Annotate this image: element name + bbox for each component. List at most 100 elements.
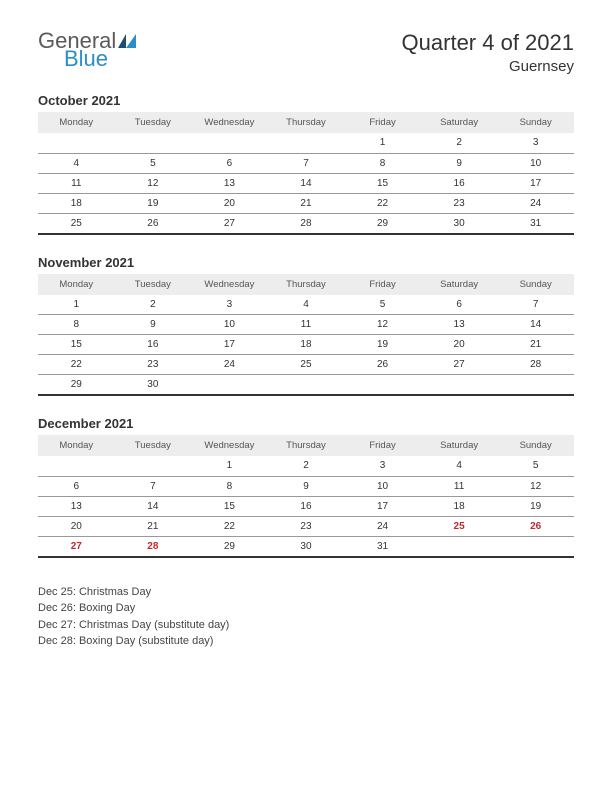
calendar-cell: 20 bbox=[191, 193, 268, 213]
calendar-cell bbox=[115, 456, 192, 476]
calendar-cell: 1 bbox=[38, 295, 115, 315]
calendar-cell: 2 bbox=[421, 133, 498, 153]
calendar-cell: 3 bbox=[344, 456, 421, 476]
calendar-cell: 8 bbox=[344, 153, 421, 173]
calendar-cell bbox=[497, 375, 574, 396]
month-title: October 2021 bbox=[38, 93, 574, 108]
header-right: Quarter 4 of 2021 Guernsey bbox=[402, 30, 574, 75]
calendar-cell: 13 bbox=[421, 315, 498, 335]
calendar-cell: 12 bbox=[115, 173, 192, 193]
weekday-header: Tuesday bbox=[115, 435, 192, 456]
calendar-cell: 4 bbox=[268, 295, 345, 315]
calendar-row: 2728293031 bbox=[38, 536, 574, 557]
calendar-cell: 9 bbox=[421, 153, 498, 173]
calendar-cell: 2 bbox=[115, 295, 192, 315]
calendar-cell: 23 bbox=[421, 193, 498, 213]
calendar-cell bbox=[191, 133, 268, 153]
calendar-row: 11121314151617 bbox=[38, 173, 574, 193]
calendar-cell: 16 bbox=[421, 173, 498, 193]
page-subtitle: Guernsey bbox=[402, 58, 574, 75]
weekday-header: Saturday bbox=[421, 274, 498, 295]
calendar-cell: 24 bbox=[344, 516, 421, 536]
calendar-cell: 21 bbox=[268, 193, 345, 213]
logo-icon bbox=[118, 30, 136, 52]
calendar-cell bbox=[421, 536, 498, 557]
calendar-cell: 30 bbox=[421, 213, 498, 234]
calendar-cell: 14 bbox=[497, 315, 574, 335]
calendar-cell: 6 bbox=[191, 153, 268, 173]
weekday-header: Monday bbox=[38, 112, 115, 133]
calendar-cell: 21 bbox=[497, 335, 574, 355]
calendar-cell: 22 bbox=[344, 193, 421, 213]
calendar-cell: 17 bbox=[344, 496, 421, 516]
calendar-table: MondayTuesdayWednesdayThursdayFridaySatu… bbox=[38, 274, 574, 397]
calendar-row: 6789101112 bbox=[38, 476, 574, 496]
calendar-row: 22232425262728 bbox=[38, 355, 574, 375]
holiday-entry: Dec 26: Boxing Day bbox=[38, 600, 574, 617]
calendar-cell: 1 bbox=[191, 456, 268, 476]
calendar-cell: 9 bbox=[115, 315, 192, 335]
calendar-cell: 7 bbox=[268, 153, 345, 173]
calendar-cell: 5 bbox=[344, 295, 421, 315]
calendar-cell: 14 bbox=[268, 173, 345, 193]
calendar-cell: 11 bbox=[421, 476, 498, 496]
calendar-cell: 29 bbox=[344, 213, 421, 234]
month-title: December 2021 bbox=[38, 416, 574, 431]
calendar-cell: 28 bbox=[268, 213, 345, 234]
calendar-cell: 23 bbox=[115, 355, 192, 375]
calendar-cell: 19 bbox=[344, 335, 421, 355]
calendar-cell: 29 bbox=[38, 375, 115, 396]
calendar-cell: 25 bbox=[421, 516, 498, 536]
weekday-header: Saturday bbox=[421, 435, 498, 456]
weekday-header: Wednesday bbox=[191, 435, 268, 456]
calendar-cell: 7 bbox=[115, 476, 192, 496]
calendar-cell: 14 bbox=[115, 496, 192, 516]
weekday-header: Wednesday bbox=[191, 112, 268, 133]
holiday-list: Dec 25: Christmas DayDec 26: Boxing DayD… bbox=[38, 584, 574, 650]
calendar-cell: 16 bbox=[268, 496, 345, 516]
calendar-cell: 17 bbox=[191, 335, 268, 355]
calendar-cell: 4 bbox=[38, 153, 115, 173]
calendar-cell: 17 bbox=[497, 173, 574, 193]
calendar-cell: 5 bbox=[115, 153, 192, 173]
logo-blue-text: Blue bbox=[64, 48, 108, 70]
calendar-cell: 24 bbox=[191, 355, 268, 375]
page-title: Quarter 4 of 2021 bbox=[402, 30, 574, 56]
calendar-table: MondayTuesdayWednesdayThursdayFridaySatu… bbox=[38, 435, 574, 558]
calendar-cell: 18 bbox=[268, 335, 345, 355]
weekday-header: Friday bbox=[344, 274, 421, 295]
calendar-cell: 20 bbox=[38, 516, 115, 536]
calendar-row: 25262728293031 bbox=[38, 213, 574, 234]
calendar-cell: 10 bbox=[191, 315, 268, 335]
calendar-cell: 25 bbox=[268, 355, 345, 375]
calendar-cell: 26 bbox=[115, 213, 192, 234]
holiday-entry: Dec 28: Boxing Day (substitute day) bbox=[38, 633, 574, 650]
calendar-cell: 22 bbox=[191, 516, 268, 536]
calendar-row: 15161718192021 bbox=[38, 335, 574, 355]
calendar-cell: 26 bbox=[344, 355, 421, 375]
calendar-row: 12345 bbox=[38, 456, 574, 476]
calendar-cell: 28 bbox=[497, 355, 574, 375]
weekday-header: Monday bbox=[38, 274, 115, 295]
calendar-row: 2930 bbox=[38, 375, 574, 396]
holiday-entry: Dec 27: Christmas Day (substitute day) bbox=[38, 617, 574, 634]
calendar-cell: 8 bbox=[191, 476, 268, 496]
calendar-cell: 24 bbox=[497, 193, 574, 213]
calendar-row: 1234567 bbox=[38, 295, 574, 315]
calendar-cell: 18 bbox=[38, 193, 115, 213]
calendar-cell: 9 bbox=[268, 476, 345, 496]
calendar-cell: 8 bbox=[38, 315, 115, 335]
calendar-cell: 12 bbox=[497, 476, 574, 496]
calendar-cell: 30 bbox=[115, 375, 192, 396]
weekday-header: Thursday bbox=[268, 274, 345, 295]
calendar-row: 123 bbox=[38, 133, 574, 153]
calendar-cell: 27 bbox=[191, 213, 268, 234]
calendar-cell: 6 bbox=[421, 295, 498, 315]
calendar-cell bbox=[344, 375, 421, 396]
weekday-header: Tuesday bbox=[115, 274, 192, 295]
calendar-row: 13141516171819 bbox=[38, 496, 574, 516]
weekday-header: Sunday bbox=[497, 435, 574, 456]
calendar-cell: 3 bbox=[191, 295, 268, 315]
calendar-cell: 12 bbox=[344, 315, 421, 335]
calendar-cell: 26 bbox=[497, 516, 574, 536]
